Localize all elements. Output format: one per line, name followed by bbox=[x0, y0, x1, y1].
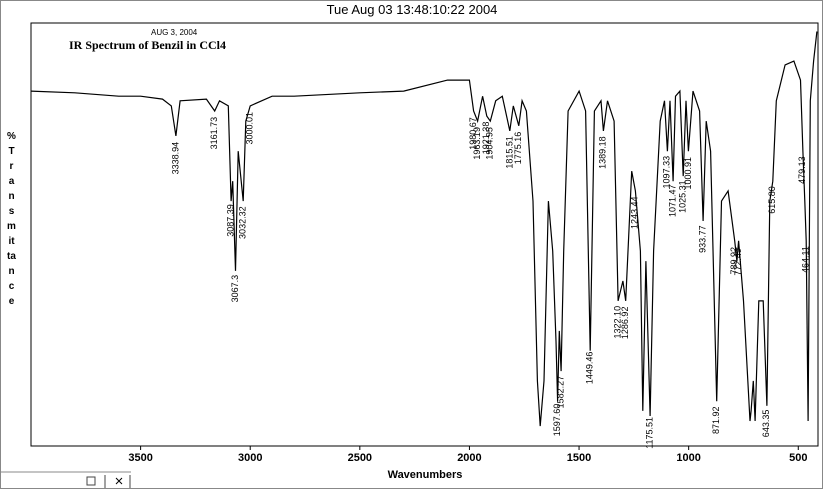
close-icon[interactable] bbox=[115, 477, 123, 485]
x-axis-label: Wavenumbers bbox=[388, 469, 463, 481]
x-tick-label: 500 bbox=[789, 452, 807, 464]
x-tick-label: 1500 bbox=[567, 452, 591, 464]
subtitle: IR Spectrum of Benzil in CCl4 bbox=[69, 38, 226, 52]
peak-label: 933.77 bbox=[698, 225, 708, 253]
plot-frame bbox=[30, 22, 819, 447]
spectrum-line bbox=[31, 31, 818, 427]
peak-label: 3000.01 bbox=[245, 112, 255, 145]
peak-label: 1000.91 bbox=[683, 157, 693, 190]
peak-label: 1322.10 bbox=[612, 306, 622, 339]
peak-label: 615.80 bbox=[767, 186, 777, 214]
peak-label: 789.92 bbox=[729, 247, 739, 275]
peak-label: 3087.39 bbox=[225, 204, 235, 237]
peak-label: 1980.67 bbox=[468, 117, 478, 150]
peak-label: 1025.31 bbox=[677, 180, 687, 213]
peak-label: 3032.32 bbox=[238, 206, 248, 239]
peak-label: 1815.51 bbox=[504, 136, 514, 169]
x-tick-label: 1000 bbox=[676, 452, 700, 464]
peak-label: 479.13 bbox=[797, 156, 807, 184]
date-note: AUG 3, 2004 bbox=[151, 28, 198, 37]
status-bar bbox=[1, 471, 131, 488]
peak-label: 871.92 bbox=[711, 406, 721, 434]
peak-label: 1175.51 bbox=[645, 417, 655, 449]
x-tick-label: 3500 bbox=[128, 452, 152, 464]
peak-label: 3161.73 bbox=[209, 117, 219, 150]
peak-label: 1097.33 bbox=[662, 156, 672, 189]
peak-label: 1243.44 bbox=[630, 196, 640, 229]
peak-label: 643.35 bbox=[761, 410, 771, 438]
peak-label: 1582.27 bbox=[555, 376, 565, 409]
peak-label: 464.11 bbox=[801, 246, 811, 273]
peak-label: 1389.18 bbox=[598, 136, 608, 169]
y-axis-label: % Transmittance bbox=[7, 131, 16, 307]
peak-label: 1449.46 bbox=[585, 352, 595, 385]
chart-title: Tue Aug 03 13:48:10:22 2004 bbox=[327, 2, 498, 17]
x-tick-label: 3000 bbox=[238, 452, 262, 464]
restore-icon[interactable] bbox=[86, 476, 96, 486]
peak-label: 1597.60 bbox=[552, 404, 562, 437]
peak-label: 772.49 bbox=[733, 248, 743, 276]
peak-label: 1775.16 bbox=[513, 132, 523, 165]
peak-label: 1921.38 bbox=[481, 122, 491, 155]
peak-label: 3338.94 bbox=[170, 142, 180, 175]
peak-label: 1963.19 bbox=[472, 127, 482, 160]
peak-label: 1286.92 bbox=[620, 307, 630, 340]
x-tick-label: 2000 bbox=[457, 452, 481, 464]
peak-label: 1071.47 bbox=[667, 185, 677, 218]
x-tick-label: 2500 bbox=[348, 452, 372, 464]
peak-label: 1904.95 bbox=[485, 127, 495, 160]
peak-label: 3067.3 bbox=[230, 275, 240, 303]
